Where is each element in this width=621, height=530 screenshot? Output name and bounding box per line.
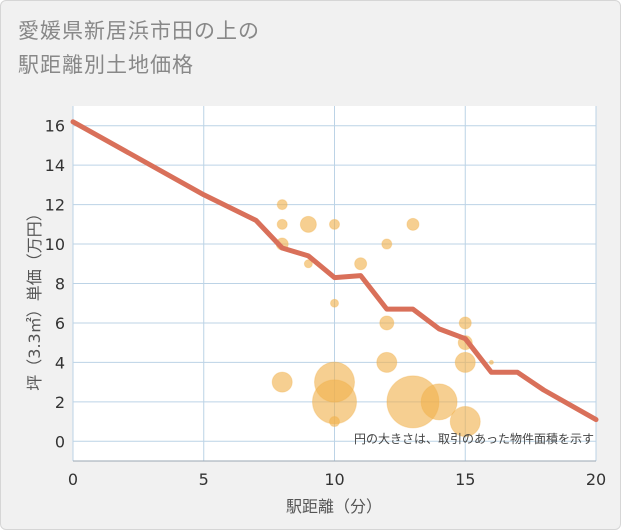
bubble-point	[329, 218, 340, 230]
y-tick-label: 0	[55, 432, 65, 451]
bubble-point	[303, 259, 313, 269]
bubble-point	[406, 217, 420, 231]
x-tick-label: 10	[324, 470, 344, 489]
bubble-point	[299, 215, 317, 233]
x-tick-label: 20	[586, 470, 606, 489]
x-axis-ticks: 0 5 10 15 20	[68, 470, 606, 489]
size-note: 円の大きさは、取引のあった物件面積を示す	[354, 431, 594, 446]
x-axis-title: 駅距離（分）	[286, 497, 382, 516]
y-tick-label: 2	[55, 393, 65, 412]
chart-title-line-2: 駅距離別土地価格	[18, 53, 194, 77]
bubble-point	[454, 351, 476, 373]
y-tick-label: 16	[45, 117, 65, 136]
bubble-point	[330, 298, 339, 308]
bubble-point	[449, 406, 481, 438]
x-tick-label: 0	[68, 470, 78, 489]
x-tick-label: 5	[199, 470, 209, 489]
y-tick-label: 8	[55, 275, 65, 294]
chart-title: 愛媛県新居浜市田の上の 駅距離別土地価格	[18, 14, 260, 82]
bubble-series	[271, 199, 494, 438]
y-tick-label: 12	[45, 196, 65, 215]
bubble-point	[420, 383, 458, 421]
y-tick-label: 14	[45, 156, 65, 175]
bubble-point	[488, 359, 494, 365]
y-tick-label: 4	[55, 353, 65, 372]
bubble-point	[271, 371, 293, 393]
y-axis-ticks: 0 2 4 6 8 10 12 14 16	[45, 117, 65, 452]
bubble-point	[376, 351, 398, 373]
bubble-point	[329, 416, 340, 428]
bubble-point	[354, 257, 368, 271]
bubble-point	[379, 315, 395, 331]
bubble-point	[381, 238, 393, 250]
trend-line-series	[70, 119, 599, 423]
bubble-point	[276, 199, 288, 211]
bubble-point	[458, 316, 472, 330]
chart-title-line-1: 愛媛県新居浜市田の上の	[18, 19, 260, 43]
trend-line	[70, 119, 599, 423]
y-tick-label: 10	[45, 235, 65, 254]
y-axis-title: 坪（3.3㎡）単価（万円）	[25, 205, 44, 390]
x-tick-label: 15	[455, 470, 475, 489]
y-tick-label: 6	[55, 314, 65, 333]
bubble-point	[276, 218, 288, 230]
grid-lines	[72, 106, 597, 462]
